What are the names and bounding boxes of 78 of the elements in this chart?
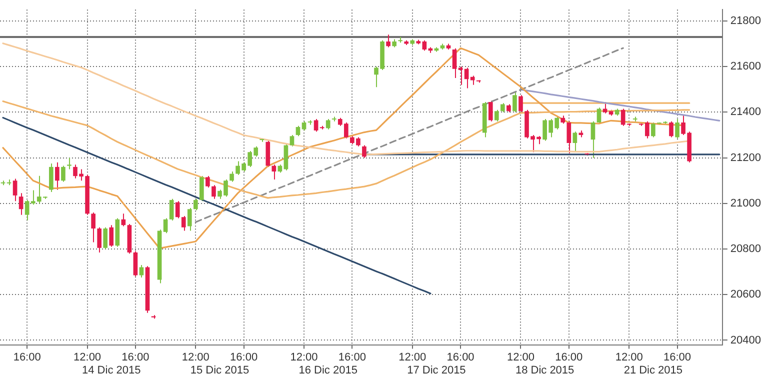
line-series bbox=[194, 47, 624, 223]
candlestick bbox=[18, 192, 24, 216]
x-tick-label: 16:00 bbox=[555, 351, 583, 364]
candlestick bbox=[302, 120, 306, 131]
candlestick bbox=[206, 176, 210, 188]
candlestick bbox=[512, 91, 517, 113]
x-tick-label: 12:00 bbox=[74, 351, 102, 364]
y-tick-label: 21800 bbox=[730, 15, 762, 28]
candlestick bbox=[572, 131, 578, 152]
candlestick bbox=[470, 75, 475, 86]
x-tick-label: 16:00 bbox=[663, 351, 692, 364]
x-tick-label: 12:00 bbox=[182, 351, 210, 364]
candlestick bbox=[230, 171, 234, 182]
candlestick bbox=[212, 184, 216, 200]
candlestick bbox=[314, 118, 318, 132]
x-tick-label: 12:00 bbox=[506, 351, 535, 364]
candlestick bbox=[61, 165, 66, 182]
candlestick bbox=[566, 120, 572, 154]
candlestick bbox=[494, 109, 499, 122]
candlestick bbox=[163, 218, 168, 234]
candlestick bbox=[12, 178, 18, 202]
candlestick bbox=[675, 118, 680, 139]
candlestick bbox=[464, 67, 469, 89]
candlestick bbox=[458, 66, 463, 86]
candlestick bbox=[362, 144, 366, 158]
candlestick bbox=[651, 122, 656, 138]
y-tick-label: 21600 bbox=[730, 60, 762, 73]
candlestick bbox=[452, 48, 457, 79]
x-tick-label: 16:00 bbox=[338, 351, 366, 364]
candlestick bbox=[91, 212, 96, 243]
candlestick bbox=[596, 107, 602, 124]
candlestick bbox=[500, 102, 505, 113]
y-tick-label: 20400 bbox=[730, 334, 762, 346]
candlestick bbox=[266, 140, 270, 168]
candlestick bbox=[181, 215, 186, 232]
candlestick bbox=[488, 100, 493, 122]
candlestick bbox=[386, 34, 390, 48]
y-tick-label: 20600 bbox=[730, 288, 762, 301]
y-tick-label: 21200 bbox=[730, 152, 762, 164]
text: 15 Dic 2015 bbox=[190, 364, 250, 376]
candlestick bbox=[326, 118, 330, 130]
candlestick bbox=[187, 207, 192, 232]
candlestick bbox=[133, 250, 138, 277]
text: 21 Dic 2015 bbox=[624, 364, 683, 376]
x-tick-label: 16:00 bbox=[122, 351, 150, 364]
x-tick-label: 12:00 bbox=[290, 351, 318, 364]
candlestick bbox=[175, 200, 180, 219]
candlestick bbox=[590, 120, 596, 158]
candlestick bbox=[169, 198, 174, 222]
candlestick bbox=[97, 226, 102, 253]
candlestick bbox=[55, 162, 60, 190]
candlestick bbox=[296, 125, 300, 137]
candlestick bbox=[272, 164, 276, 180]
candlestick bbox=[49, 163, 54, 193]
y-tick-label: 21000 bbox=[730, 197, 762, 210]
text: 14 Dic 2015 bbox=[82, 364, 141, 376]
candlestick bbox=[200, 176, 204, 202]
candlestick bbox=[139, 264, 144, 278]
text: 18 Dic 2015 bbox=[515, 364, 574, 376]
x-tick-label: 16:00 bbox=[230, 351, 258, 364]
candlestick bbox=[284, 144, 288, 171]
text: 17 Dic 2015 bbox=[407, 364, 466, 376]
candlestick bbox=[103, 226, 108, 250]
x-tick-label: 16:00 bbox=[446, 351, 474, 364]
candlestick bbox=[669, 120, 674, 138]
y-tick-label: 21400 bbox=[730, 106, 762, 118]
candlestick bbox=[121, 213, 126, 227]
text: 16 Dic 2015 bbox=[298, 364, 358, 376]
x-tick-label: 16:00 bbox=[13, 351, 41, 364]
candlestick bbox=[290, 134, 294, 147]
x-tick-label: 12:00 bbox=[398, 351, 426, 364]
candlestick bbox=[67, 157, 72, 170]
candlestick bbox=[193, 198, 198, 211]
candlestick bbox=[518, 94, 523, 113]
candlestick bbox=[620, 108, 626, 126]
candlestick bbox=[109, 224, 114, 248]
x-tick-label: 12:00 bbox=[615, 351, 643, 364]
y-tick-label: 20800 bbox=[730, 243, 762, 256]
